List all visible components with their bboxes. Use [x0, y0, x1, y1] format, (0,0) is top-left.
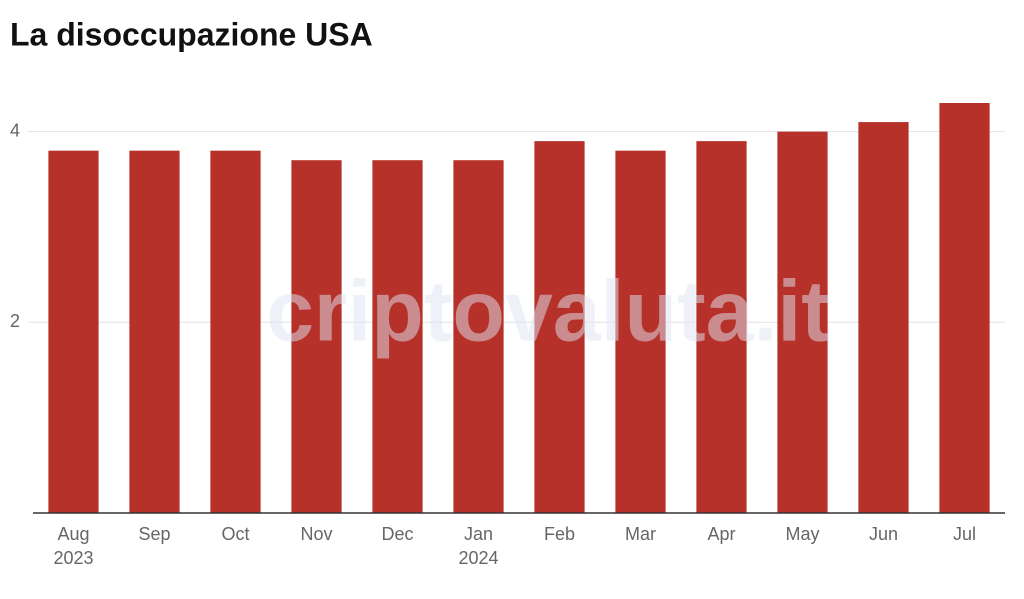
x-tick-label: Oct	[221, 524, 249, 544]
bar	[210, 150, 261, 513]
bar	[48, 150, 99, 513]
bar	[939, 103, 990, 513]
bar	[777, 131, 828, 513]
x-tick-label: Feb	[544, 524, 575, 544]
y-tick-label: 2	[10, 311, 20, 331]
bar	[129, 150, 180, 513]
x-tick-label: Nov	[300, 524, 332, 544]
x-tick-label: Jun	[869, 524, 898, 544]
x-year-label: 2023	[53, 548, 93, 568]
bar	[291, 160, 342, 514]
bar	[534, 141, 585, 514]
x-tick-label: Jul	[953, 524, 976, 544]
bar	[696, 141, 747, 514]
bar	[858, 122, 909, 514]
x-tick-label: Apr	[707, 524, 735, 544]
chart-title: La disoccupazione USA	[10, 16, 373, 52]
x-tick-label: Mar	[625, 524, 656, 544]
x-year-label: 2024	[458, 548, 498, 568]
x-tick-label: Sep	[138, 524, 170, 544]
bar	[372, 160, 423, 514]
bar	[615, 150, 666, 513]
watermark: criptovaluta.it	[266, 264, 830, 360]
bar	[453, 160, 504, 514]
x-tick-label: Jan	[464, 524, 493, 544]
x-tick-label: Dec	[381, 524, 413, 544]
x-tick-label: Aug	[57, 524, 89, 544]
x-tick-label: May	[785, 524, 819, 544]
y-tick-label: 4	[10, 120, 20, 140]
